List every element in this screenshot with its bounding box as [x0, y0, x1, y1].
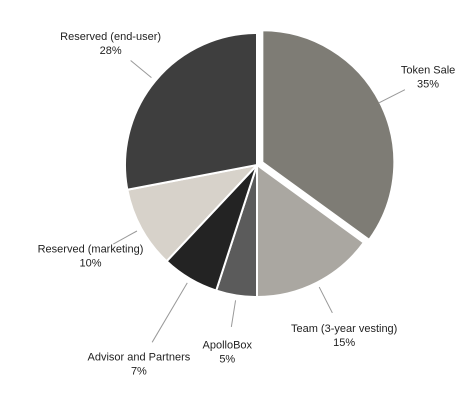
slice-label: Reserved (end-user)	[60, 31, 161, 43]
slice-value-label: 5%	[219, 354, 235, 366]
slice-value-label: 28%	[100, 45, 122, 57]
leader-line	[230, 300, 237, 328]
slice-value-label: 7%	[131, 366, 147, 378]
pie-slice	[124, 31, 258, 191]
slice-label: Advisor and Partners	[88, 352, 191, 364]
leader-line	[130, 60, 152, 79]
leader-line	[151, 282, 188, 343]
leader-line	[318, 286, 333, 314]
pie-slice	[256, 163, 366, 299]
slice-label: Reserved (marketing)	[38, 243, 144, 255]
slice-value-label: 35%	[417, 79, 439, 91]
slice-label: Team (3-year vesting)	[291, 323, 397, 335]
slice-value-label: 10%	[79, 257, 101, 269]
leader-line	[113, 230, 138, 245]
pie-slice	[126, 163, 260, 263]
slice-value-label: 15%	[333, 337, 355, 349]
slice-label: Token Sale	[401, 65, 455, 77]
slice-label: ApolloBox	[203, 340, 253, 352]
leader-line	[378, 89, 406, 104]
